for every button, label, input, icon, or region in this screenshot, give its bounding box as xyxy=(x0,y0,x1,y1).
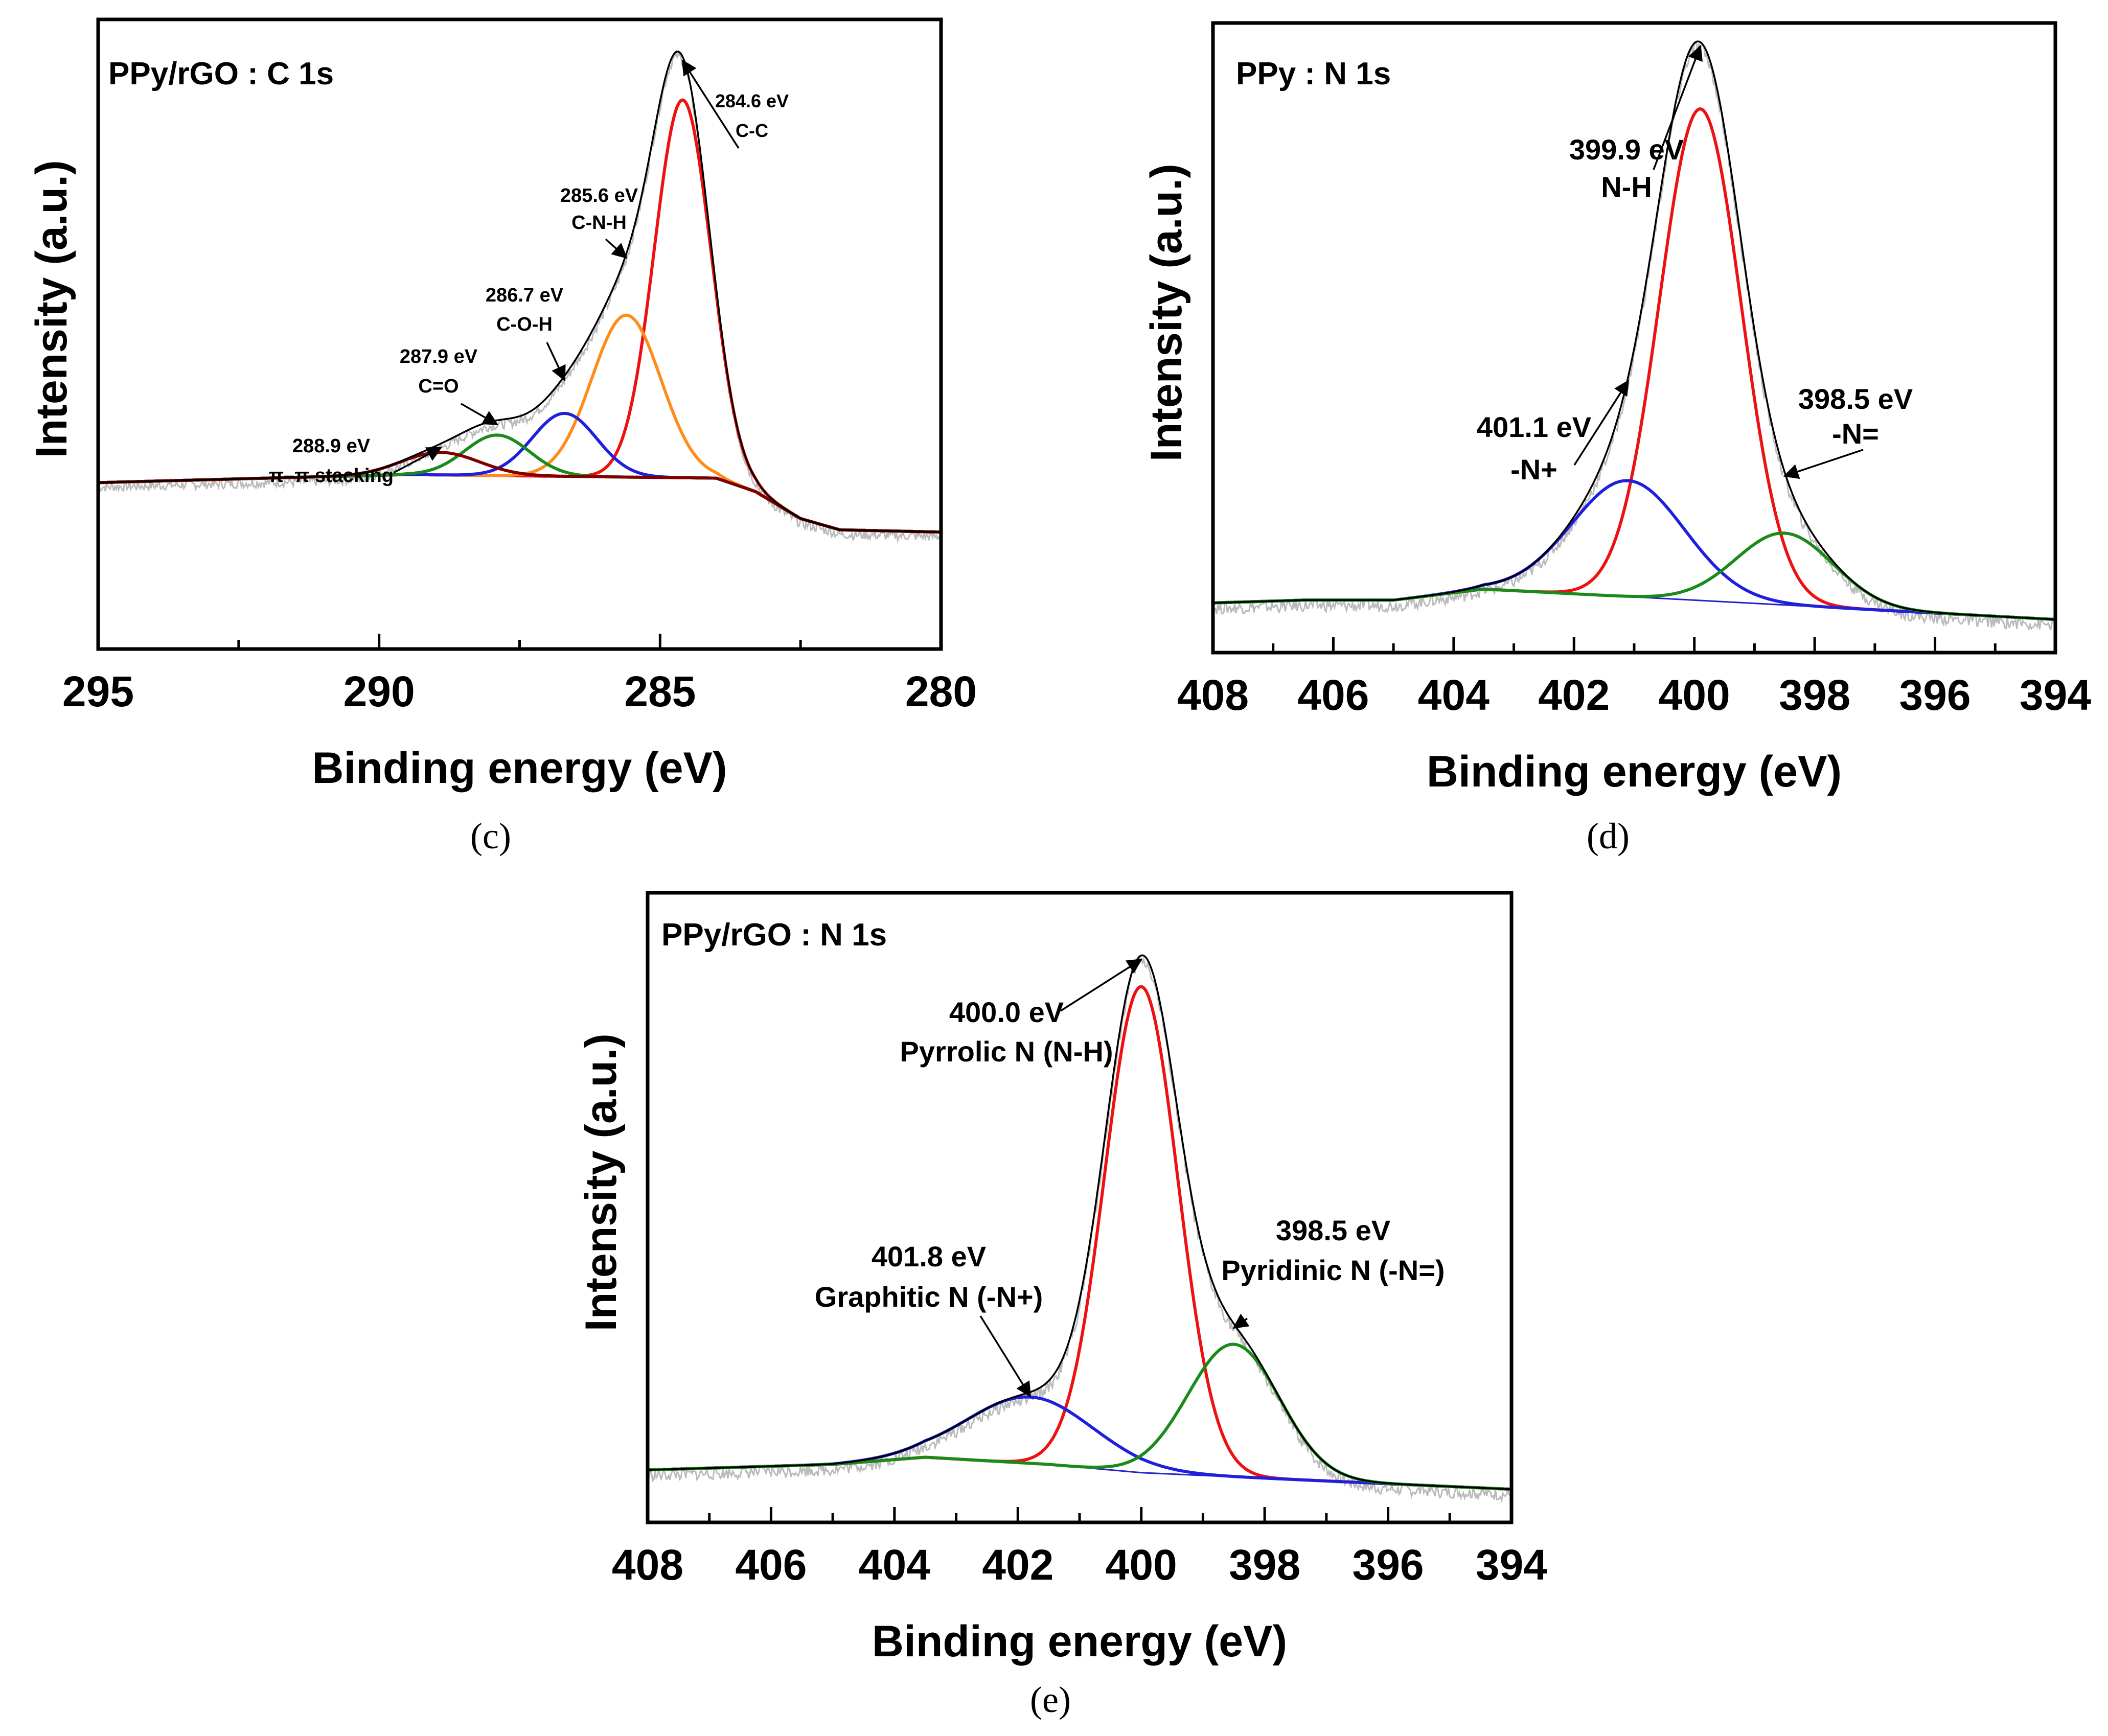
x-tick-label-c: 280 xyxy=(905,667,977,715)
panel-d: 408 406 404 402 400 398 396 394 Binding energy (… xyxy=(1142,21,2091,857)
peak-arrow xyxy=(546,342,566,382)
envelope-line-e xyxy=(648,954,1512,1490)
peak-energy-label: 284.6 eV xyxy=(715,90,789,111)
peak-annotation-d-1: 401.1 eV -N+ xyxy=(1477,380,1629,485)
component-peak-c-3 xyxy=(98,433,942,534)
x-tick-label-d: 408 xyxy=(1177,671,1249,719)
component-peak-d-2 xyxy=(1213,531,2056,621)
peak-arrow xyxy=(1653,44,1703,170)
peak-energy-label: 398.5 eV xyxy=(1798,383,1913,415)
peak-arrow xyxy=(1060,959,1143,1012)
peak-assignment-label: C-N-H xyxy=(571,212,627,234)
x-tick-label-e: 404 xyxy=(859,1541,930,1589)
peak-energy-label: 398.5 eV xyxy=(1276,1214,1390,1246)
plot-area-c xyxy=(98,49,942,544)
peak-annotation-c-1: 285.6 eV C-N-H xyxy=(560,185,638,259)
x-tick-label-e: 406 xyxy=(735,1541,807,1589)
peak-assignment-label: C=O xyxy=(418,376,459,397)
peak-annotation-e-2: 398.5 eV Pyridinic N (-N=) xyxy=(1221,1214,1445,1329)
peak-assignment-label: Graphitic N (-N+) xyxy=(815,1281,1043,1313)
peak-energy-label: 285.6 eV xyxy=(560,185,638,206)
peak-annotation-e-0: 400.0 eV Pyrrolic N (N-H) xyxy=(900,959,1143,1068)
peak-annotation-c-4: 288.9 eV π–π stacking xyxy=(269,435,443,487)
peak-annotation-e-1: 401.8 eV Graphitic N (-N+) xyxy=(815,1240,1043,1398)
panel-caption-d: (d) xyxy=(1587,816,1630,857)
x-tick-label-e: 394 xyxy=(1476,1541,1547,1589)
x-tick-label-d: 406 xyxy=(1297,671,1369,719)
plot-area-e xyxy=(647,954,1513,1503)
peak-assignment-label: C-O-H xyxy=(496,314,553,335)
peak-assignment-label: -N+ xyxy=(1510,453,1557,485)
peak-arrow xyxy=(1783,449,1864,479)
envelope-line-c xyxy=(98,51,942,533)
peak-arrow xyxy=(605,238,628,259)
peak-energy-label: 287.9 eV xyxy=(400,346,478,367)
component-peak-c-1 xyxy=(98,313,942,534)
peak-arrow xyxy=(1573,380,1629,466)
panel-title-d: PPy : N 1s xyxy=(1236,56,1391,91)
plot-frame-d xyxy=(1211,21,2057,655)
peak-assignment-label: -N= xyxy=(1832,418,1879,450)
raw-data-line-d xyxy=(1212,41,2056,631)
peak-assignment-label: Pyridinic N (-N=) xyxy=(1221,1254,1445,1286)
peak-arrow xyxy=(979,1315,1032,1398)
panel-c: 295 290 285 280 Binding energy (eV) Intensity… xyxy=(27,17,977,857)
peak-energy-label: 286.7 eV xyxy=(486,285,564,306)
x-tick-label-e: 402 xyxy=(982,1541,1053,1589)
plot-area-d xyxy=(1212,40,2056,631)
peak-annotation-c-3: 287.9 eV C=O xyxy=(400,346,499,425)
x-tick-label-e: 396 xyxy=(1352,1541,1424,1589)
peak-assignment-label: Pyrrolic N (N-H) xyxy=(900,1035,1113,1068)
x-tick-label-d: 396 xyxy=(1899,671,1970,719)
peak-energy-label: 401.1 eV xyxy=(1477,411,1591,443)
peak-energy-label: 399.9 eV xyxy=(1569,133,1684,166)
peak-assignment-label: N-H xyxy=(1601,171,1652,203)
panel-caption-e: (e) xyxy=(1030,1679,1071,1720)
x-tick-label-d: 398 xyxy=(1779,671,1850,719)
x-axis-label-e: Binding energy (eV) xyxy=(872,1617,1287,1666)
peak-arrow xyxy=(461,403,499,425)
x-tick-label-d: 404 xyxy=(1418,671,1490,719)
peak-annotation-d-0: 399.9 eV N-H xyxy=(1569,44,1703,203)
peak-annotation-d-2: 398.5 eV-N= xyxy=(1783,383,1913,479)
x-tick-label-e: 408 xyxy=(612,1541,683,1589)
peak-arrow xyxy=(681,59,740,149)
x-tick-label-d: 402 xyxy=(1538,671,1610,719)
x-tick-label-c: 285 xyxy=(624,667,696,715)
peak-annotation-c-2: 286.7 eV C-O-H xyxy=(486,285,566,382)
x-tick-label-e: 398 xyxy=(1229,1541,1300,1589)
x-tick-label-e: 400 xyxy=(1106,1541,1177,1589)
x-tick-label-c: 295 xyxy=(62,667,134,715)
panel-title-e: PPy/rGO : N 1s xyxy=(661,917,887,953)
panel-title-c: PPy/rGO : C 1s xyxy=(108,56,334,91)
component-peak-c-4 xyxy=(98,451,942,534)
peak-energy-label: 401.8 eV xyxy=(872,1240,986,1272)
peak-energy-label: 288.9 eV xyxy=(292,435,371,457)
y-axis-label-c: Intensity (a.u.) xyxy=(27,160,76,458)
envelope-line-d xyxy=(1213,40,2056,620)
panel-e: 408 406 404 402 400 398 396 394 Binding energy (… xyxy=(577,891,1547,1720)
x-axis-label-c: Binding energy (eV) xyxy=(312,744,727,793)
y-axis-label-e: Intensity (a.u.) xyxy=(577,1033,626,1331)
peak-annotation-c-0: 284.6 eV C-C xyxy=(681,59,789,149)
peak-energy-label: 400.0 eV xyxy=(949,996,1064,1028)
x-tick-label-d: 400 xyxy=(1659,671,1730,719)
x-axis-label-d: Binding energy (eV) xyxy=(1427,747,1842,796)
peak-arrow xyxy=(393,447,443,474)
raw-data-line-c xyxy=(98,49,942,544)
plot-frame-e xyxy=(646,891,1514,1524)
panel-caption-c: (c) xyxy=(470,816,511,857)
y-axis-label-d: Intensity (a.u.) xyxy=(1142,164,1191,461)
x-tick-label-c: 290 xyxy=(343,667,415,715)
peak-arrow xyxy=(1232,1313,1250,1329)
peak-assignment-label: C-C xyxy=(736,120,768,141)
peak-assignment-label: π–π stacking xyxy=(269,465,394,487)
x-tick-label-d: 394 xyxy=(2020,671,2091,719)
